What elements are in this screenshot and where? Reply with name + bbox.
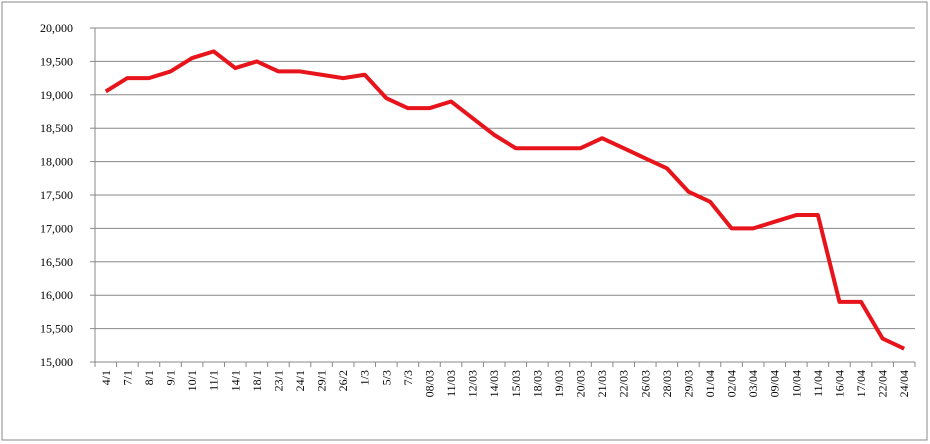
data-line [104,49,906,351]
x-tick-label: 18/1 [250,370,264,391]
x-tick-label: 7/3 [401,370,415,385]
x-tick-label: 24/1 [293,370,307,391]
x-tick-label: 18/03 [530,370,544,397]
x-tick-label: 26/2 [336,370,350,391]
x-tick-label: 03/04 [746,370,760,397]
x-tick-label: 20/03 [574,370,588,397]
x-tick-label: 01/04 [703,370,717,397]
x-tick-label: 02/04 [725,370,739,397]
y-tick-label: 19,500 [40,54,73,68]
x-tick-label: 15/03 [509,370,523,397]
x-tick-label: 4/1 [99,370,113,385]
x-tick-label: 14/03 [487,370,501,397]
x-tick-label: 11/04 [811,370,825,397]
x-tick-label: 7/1 [120,370,134,385]
x-tick-label: 08/03 [422,370,436,397]
x-tick-label: 9/1 [164,370,178,385]
y-tick-label: 20,000 [40,21,73,35]
x-tick-label: 12/03 [466,370,480,397]
x-tick-label: 11/1 [207,370,221,391]
x-tick-label: 23/1 [271,370,285,391]
y-tick-label: 16,000 [40,288,73,302]
x-tick-label: 14/1 [228,370,242,391]
y-tick-label: 19,000 [40,88,73,102]
y-tick-label: 18,500 [40,121,73,135]
y-tick-label: 17,500 [40,188,73,202]
x-tick-label: 29/03 [681,370,695,397]
x-tick-label: 19/03 [552,370,566,397]
x-tick-label: 17/04 [854,370,868,397]
y-tick-label: 15,000 [40,355,73,369]
x-tick-label: 29/1 [315,370,329,391]
x-tick-label: 24/04 [897,370,911,397]
x-tick-label: 5/3 [379,370,393,385]
x-tick-label: 28/03 [660,370,674,397]
y-tick-label: 15,500 [40,322,73,336]
x-tick-label: 1/3 [358,370,372,385]
x-tick-label: 11/03 [444,370,458,397]
x-tick-label: 22/03 [617,370,631,397]
x-tick-label: 22/04 [876,370,890,397]
y-tick-label: 16,500 [40,255,73,269]
y-tick-label: 18,000 [40,155,73,169]
x-tick-label: 10/1 [185,370,199,391]
x-tick-label: 09/04 [768,370,782,397]
y-tick-label: 17,000 [40,221,73,235]
x-tick-label: 26/03 [638,370,652,397]
x-tick-label: 21/03 [595,370,609,397]
x-tick-label: 8/1 [142,370,156,385]
x-tick-label: 16/04 [832,370,846,397]
x-tick-label: 10/04 [789,370,803,397]
